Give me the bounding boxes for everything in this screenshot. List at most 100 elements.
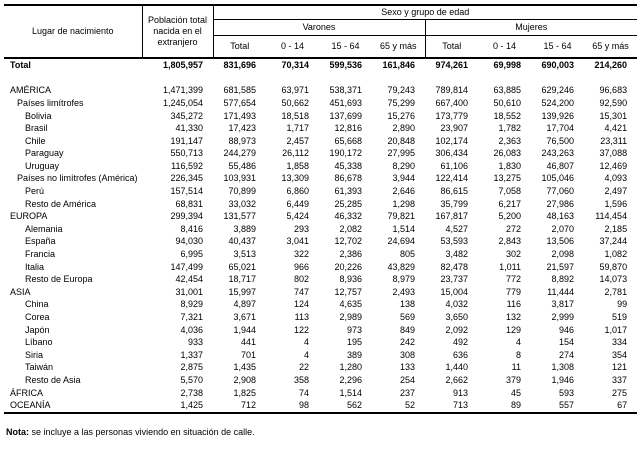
value-cell: 63,885: [493, 85, 521, 96]
value-cell: 492: [452, 337, 468, 348]
value-cell: 15,997: [228, 286, 256, 297]
value-cell: 2,738: [180, 387, 203, 398]
value-cell: 293: [293, 223, 309, 234]
subheader-males-15-64: 15 - 64: [319, 35, 372, 59]
footnote: Nota: se incluye a las personas viviendo…: [6, 427, 636, 437]
value-cell: 46,332: [334, 211, 362, 222]
table-row: Países no limítrofes (América) 226,345 103…: [4, 172, 637, 185]
table-row: Líbano 933 441 4 195 242 492 4 154 334: [4, 336, 637, 349]
value-cell: 70,899: [228, 186, 256, 197]
value-cell: 389: [346, 349, 362, 360]
value-cell: 1,858: [286, 160, 309, 171]
value-cell: 37,244: [599, 236, 628, 247]
value-cell: 70,314: [281, 60, 309, 71]
value-cell: 17,704: [546, 123, 574, 134]
value-cell: 79,243: [387, 85, 415, 96]
row-label: Brasil: [25, 123, 48, 134]
value-cell: 322: [293, 249, 309, 260]
value-cell: 7,058: [498, 186, 521, 197]
value-cell: 89: [510, 400, 521, 411]
value-cell: 254: [399, 374, 415, 385]
table-row: Corea 7,321 3,671 113 2,989 569 3,650 132 2,999 5…: [4, 311, 637, 324]
value-cell: 2,646: [392, 186, 415, 197]
value-cell: 226,345: [170, 173, 203, 184]
table-row: OCEANÍA 1,425 712 98 562 52 713 89 557 67: [4, 399, 637, 413]
row-label: España: [25, 236, 56, 247]
value-cell: 681,585: [223, 85, 256, 96]
value-cell: 974,261: [435, 60, 468, 71]
value-cell: 8,936: [339, 274, 362, 285]
value-cell: 131,577: [223, 211, 256, 222]
value-cell: 18,518: [281, 110, 309, 121]
value-cell: 22: [298, 362, 309, 373]
value-cell: 18,552: [493, 110, 521, 121]
value-cell: 5,570: [180, 374, 203, 385]
value-cell: 946: [558, 324, 574, 335]
value-cell: 12,816: [334, 123, 362, 134]
value-cell: 2,875: [180, 362, 203, 373]
value-cell: 33,032: [228, 198, 256, 209]
value-cell: 2,082: [339, 223, 362, 234]
value-cell: 5,424: [286, 211, 309, 222]
value-cell: 1,308: [551, 362, 574, 373]
value-cell: 23,311: [600, 135, 628, 146]
row-label: Japón: [25, 324, 50, 335]
value-cell: 139,926: [541, 110, 574, 121]
value-cell: 173,779: [435, 110, 468, 121]
value-cell: 48,163: [546, 211, 574, 222]
value-cell: 4: [303, 349, 309, 360]
value-cell: 23,737: [440, 274, 468, 285]
value-cell: 4,897: [233, 299, 256, 310]
value-cell: 4,527: [445, 223, 468, 234]
value-cell: 1,280: [339, 362, 362, 373]
row-label: Resto de Asia: [25, 374, 81, 385]
value-cell: 5,200: [498, 211, 521, 222]
table-row: China 8,929 4,897 124 4,635 138 4,032 116 3,817 9…: [4, 298, 637, 311]
value-cell: 6,217: [498, 198, 521, 209]
value-cell: 20,848: [387, 135, 415, 146]
value-cell: 636: [452, 349, 468, 360]
value-cell: 191,147: [170, 135, 203, 146]
value-cell: 2,457: [286, 135, 309, 146]
value-cell: 1,944: [233, 324, 256, 335]
value-cell: 103,931: [223, 173, 256, 184]
value-cell: 13,309: [281, 173, 309, 184]
value-cell: 24,694: [387, 236, 415, 247]
value-cell: 35,799: [440, 198, 468, 209]
value-cell: 243,263: [541, 148, 574, 159]
value-cell: 68,831: [175, 198, 203, 209]
value-cell: 53,593: [440, 236, 468, 247]
value-cell: 2,363: [498, 135, 521, 146]
value-cell: 82,478: [440, 261, 468, 272]
population-table: Lugar de nacimiento Población total naci…: [4, 4, 638, 414]
value-cell: 116: [506, 299, 521, 310]
table-body: Total 1,805,957 831,696 70,314 599,536 161,84…: [4, 58, 637, 413]
row-label: EUROPA: [10, 211, 48, 222]
table-row: Total 1,805,957 831,696 70,314 599,536 161,84…: [4, 58, 637, 72]
value-cell: 27,986: [546, 198, 574, 209]
table-row: Taiwán 2,875 1,435 22 1,280 133 1,440 11 1,308 12…: [4, 361, 637, 374]
value-cell: 99: [617, 299, 628, 310]
value-cell: 114,454: [595, 211, 628, 222]
value-cell: 4: [303, 337, 309, 348]
row-label: AMÉRICA: [10, 85, 52, 96]
value-cell: 1,514: [339, 387, 362, 398]
value-cell: 8,416: [180, 223, 203, 234]
value-cell: 7,321: [180, 312, 203, 322]
table-row: Paraguay 550,713 244,279 26,112 190,172 27,99…: [4, 147, 637, 160]
table-row: Italia 147,499 65,021 966 20,226 43,829 82,478…: [4, 261, 637, 274]
value-cell: 3,944: [392, 173, 415, 184]
value-cell: 15,276: [387, 110, 415, 121]
footnote-label: Nota:: [6, 426, 29, 437]
value-cell: 102,174: [435, 135, 468, 146]
subheader-females-65plus: 65 y más: [584, 35, 638, 59]
value-cell: 25,285: [334, 198, 362, 209]
value-cell: 849: [399, 324, 415, 335]
value-cell: 242: [399, 337, 415, 348]
value-cell: 6,995: [180, 249, 203, 260]
value-cell: 214,260: [594, 60, 628, 71]
value-cell: 2,386: [339, 249, 362, 260]
value-cell: 13,506: [546, 236, 574, 247]
table-row: ÁFRICA 2,738 1,825 74 1,514 237 913 45 593 275: [4, 386, 637, 399]
row-label: Perú: [25, 186, 45, 197]
